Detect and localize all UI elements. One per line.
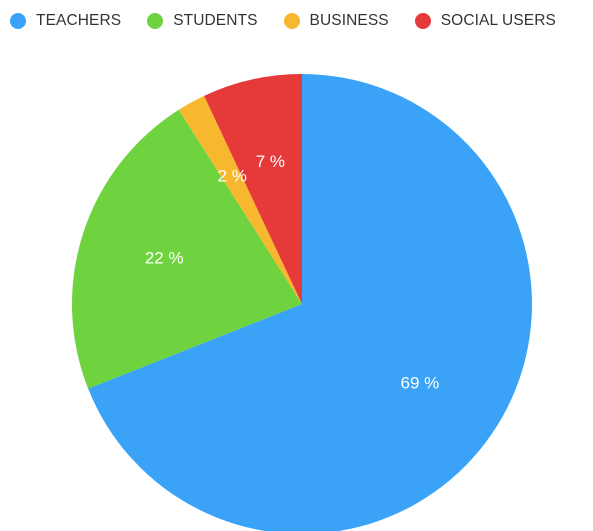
legend-label-social-users: SOCIAL USERS — [440, 12, 556, 29]
pie-slice-students — [71, 109, 302, 389]
legend-swatch-students — [147, 13, 164, 29]
legend-label-business: BUSINESS — [309, 12, 389, 29]
legend-item-business: BUSINESS — [283, 12, 389, 30]
pie-labels: 69 % 22 % 2 % 7 % — [145, 152, 439, 393]
pie-slice-teachers — [88, 74, 532, 531]
chart-legend: TEACHERS STUDENTS BUSINESS SOCIAL USERS — [10, 8, 593, 34]
legend-swatch-teachers — [10, 13, 26, 29]
pie-label-teachers: 69 % — [401, 374, 440, 393]
legend-item-students: STUDENTS — [147, 12, 257, 30]
pie-slice-business — [178, 95, 302, 304]
legend-item-teachers: TEACHERS — [10, 12, 121, 30]
pie-slice-social-users — [204, 74, 302, 304]
pie-label-business: 2 % — [218, 166, 247, 185]
legend-swatch-business — [283, 13, 300, 29]
legend-label-students: STUDENTS — [173, 12, 258, 29]
pie-label-students: 22 % — [145, 249, 184, 268]
legend-label-teachers: TEACHERS — [36, 12, 122, 29]
pie-slices — [71, 74, 532, 531]
pie-label-social-users: 7 % — [256, 152, 285, 171]
legend-item-social-users: SOCIAL USERS — [414, 12, 556, 30]
legend-swatch-social-users — [414, 13, 431, 29]
